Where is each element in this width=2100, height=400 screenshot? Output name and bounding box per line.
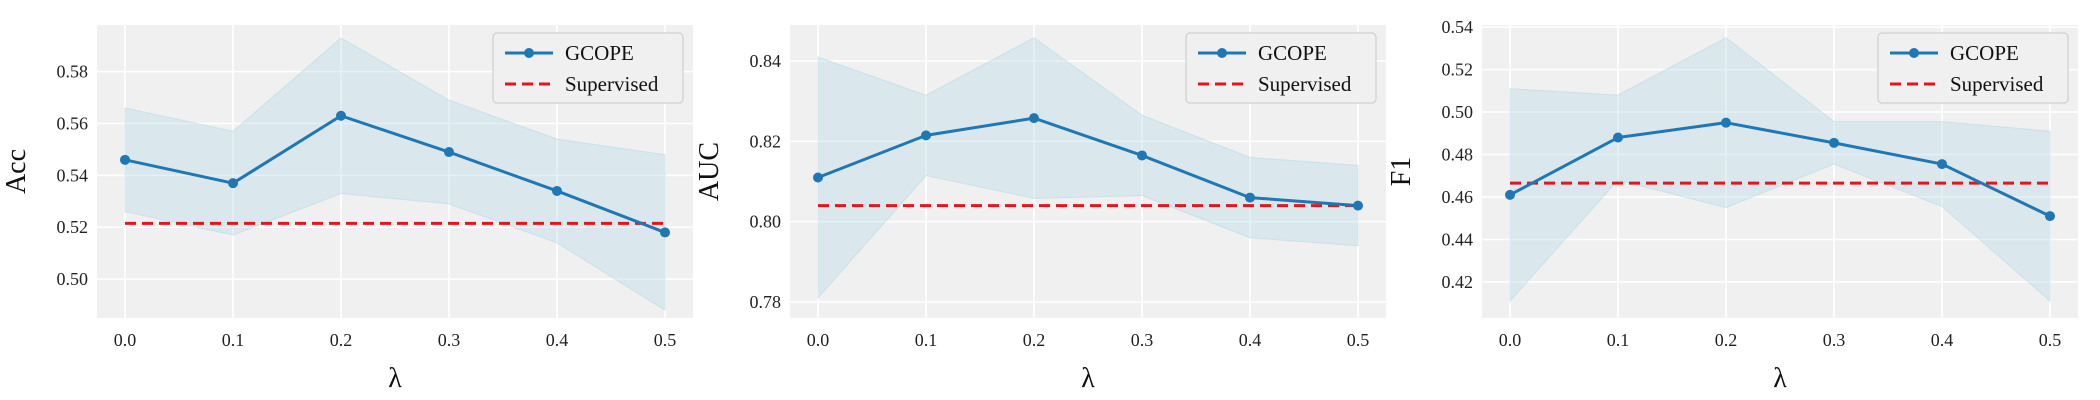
chart-panel-2: 0.0 0.1 0.2 0.3 0.4 0.5 0.78 0.80 0.82 0.84 λ AUC GC… bbox=[694, 25, 1386, 394]
legend-gcope-marker bbox=[1217, 48, 1227, 58]
y-tick-label: 0.46 bbox=[1442, 187, 1474, 207]
gcope-point bbox=[1721, 117, 1731, 128]
y-tick-label: 0.50 bbox=[1442, 102, 1474, 122]
y-axis-label: F1 bbox=[1386, 157, 1417, 187]
gcope-point bbox=[444, 147, 454, 158]
y-axis-label: AUC bbox=[694, 142, 725, 201]
legend: GCOPE Supervised bbox=[1877, 32, 2069, 104]
y-tick-label: 0.80 bbox=[750, 212, 782, 232]
x-tick-label: 0.1 bbox=[222, 330, 245, 350]
gcope-line bbox=[124, 114, 666, 234]
x-tick-label: 0.0 bbox=[807, 330, 830, 350]
gcope-point bbox=[1137, 150, 1147, 161]
x-tick-label: 0.1 bbox=[1607, 330, 1630, 350]
x-axis-label: λ bbox=[1773, 363, 1787, 394]
gcope-line bbox=[1509, 121, 2051, 218]
x-tick-label: 0.3 bbox=[438, 330, 461, 350]
legend-gcope-label: GCOPE bbox=[565, 41, 634, 65]
gcope-point bbox=[1353, 200, 1363, 211]
gcope-line bbox=[817, 116, 1359, 208]
x-tick-label: 0.5 bbox=[1347, 330, 1370, 350]
gcope-point bbox=[1505, 189, 1515, 200]
legend-gcope-marker bbox=[524, 48, 534, 58]
chart-panel-1: 0.0 0.1 0.2 0.3 0.4 0.5 0.50 0.52 0.54 0.56 0.58 λ A… bbox=[1, 25, 693, 394]
x-tick-label: 0.2 bbox=[330, 330, 353, 350]
x-tick-label: 0.1 bbox=[915, 330, 938, 350]
y-tick-label: 0.48 bbox=[1442, 145, 1474, 165]
gcope-confidence-band bbox=[124, 37, 666, 312]
gcope-confidence-band bbox=[817, 37, 1359, 300]
y-tick-label: 0.78 bbox=[750, 292, 782, 312]
y-axis-label: Acc bbox=[1, 149, 32, 194]
y-tick-label: 0.44 bbox=[1442, 229, 1474, 249]
x-axis-label: λ bbox=[1081, 363, 1095, 394]
legend: GCOPE Supervised bbox=[1185, 32, 1377, 104]
gcope-confidence-band bbox=[1509, 37, 2051, 303]
y-tick-label: 0.56 bbox=[57, 114, 89, 134]
y-tick-label: 0.52 bbox=[1442, 60, 1474, 80]
x-tick-label: 0.2 bbox=[1715, 330, 1738, 350]
y-tick-label: 0.54 bbox=[57, 165, 89, 185]
y-tick-label: 0.82 bbox=[750, 131, 782, 151]
legend-supervised-label: Supervised bbox=[565, 72, 659, 96]
legend-gcope-marker bbox=[1909, 48, 1919, 58]
gcope-point bbox=[1245, 192, 1255, 203]
gcope-point bbox=[1829, 137, 1839, 148]
y-tick-label: 0.54 bbox=[1442, 17, 1474, 37]
y-tick-label: 0.58 bbox=[57, 62, 89, 82]
x-tick-label: 0.3 bbox=[1131, 330, 1154, 350]
gcope-point bbox=[336, 110, 346, 121]
gcope-point bbox=[552, 185, 562, 196]
gcope-point bbox=[660, 227, 670, 238]
y-tick-label: 0.84 bbox=[750, 51, 782, 71]
x-tick-label: 0.0 bbox=[1499, 330, 1522, 350]
y-tick-label: 0.50 bbox=[57, 269, 89, 289]
y-tick-label: 0.52 bbox=[57, 217, 89, 237]
gcope-point bbox=[1937, 159, 1947, 170]
gcope-point bbox=[813, 172, 823, 183]
legend: GCOPE Supervised bbox=[492, 32, 684, 104]
x-axis-label: λ bbox=[388, 363, 402, 394]
x-tick-label: 0.0 bbox=[114, 330, 137, 350]
gcope-point bbox=[228, 178, 238, 189]
x-tick-label: 0.3 bbox=[1823, 330, 1846, 350]
gcope-point bbox=[1613, 132, 1623, 143]
x-tick-label: 0.5 bbox=[2039, 330, 2062, 350]
x-tick-label: 0.2 bbox=[1023, 330, 1046, 350]
legend-supervised-label: Supervised bbox=[1258, 72, 1352, 96]
gcope-point bbox=[120, 154, 130, 165]
y-tick-label: 0.42 bbox=[1442, 272, 1474, 292]
legend-gcope-label: GCOPE bbox=[1950, 41, 2019, 65]
gcope-point bbox=[2045, 211, 2055, 222]
legend-gcope-label: GCOPE bbox=[1258, 41, 1327, 65]
x-tick-label: 0.4 bbox=[546, 330, 569, 350]
gcope-point bbox=[921, 130, 931, 141]
legend-supervised-label: Supervised bbox=[1950, 72, 2044, 96]
chart-panel-3: 0.0 0.1 0.2 0.3 0.4 0.5 0.42 0.44 0.46 0.48 0.50 0.… bbox=[1386, 17, 2078, 394]
x-tick-label: 0.5 bbox=[654, 330, 677, 350]
x-tick-label: 0.4 bbox=[1931, 330, 1954, 350]
x-tick-label: 0.4 bbox=[1239, 330, 1262, 350]
gcope-point bbox=[1029, 113, 1039, 124]
